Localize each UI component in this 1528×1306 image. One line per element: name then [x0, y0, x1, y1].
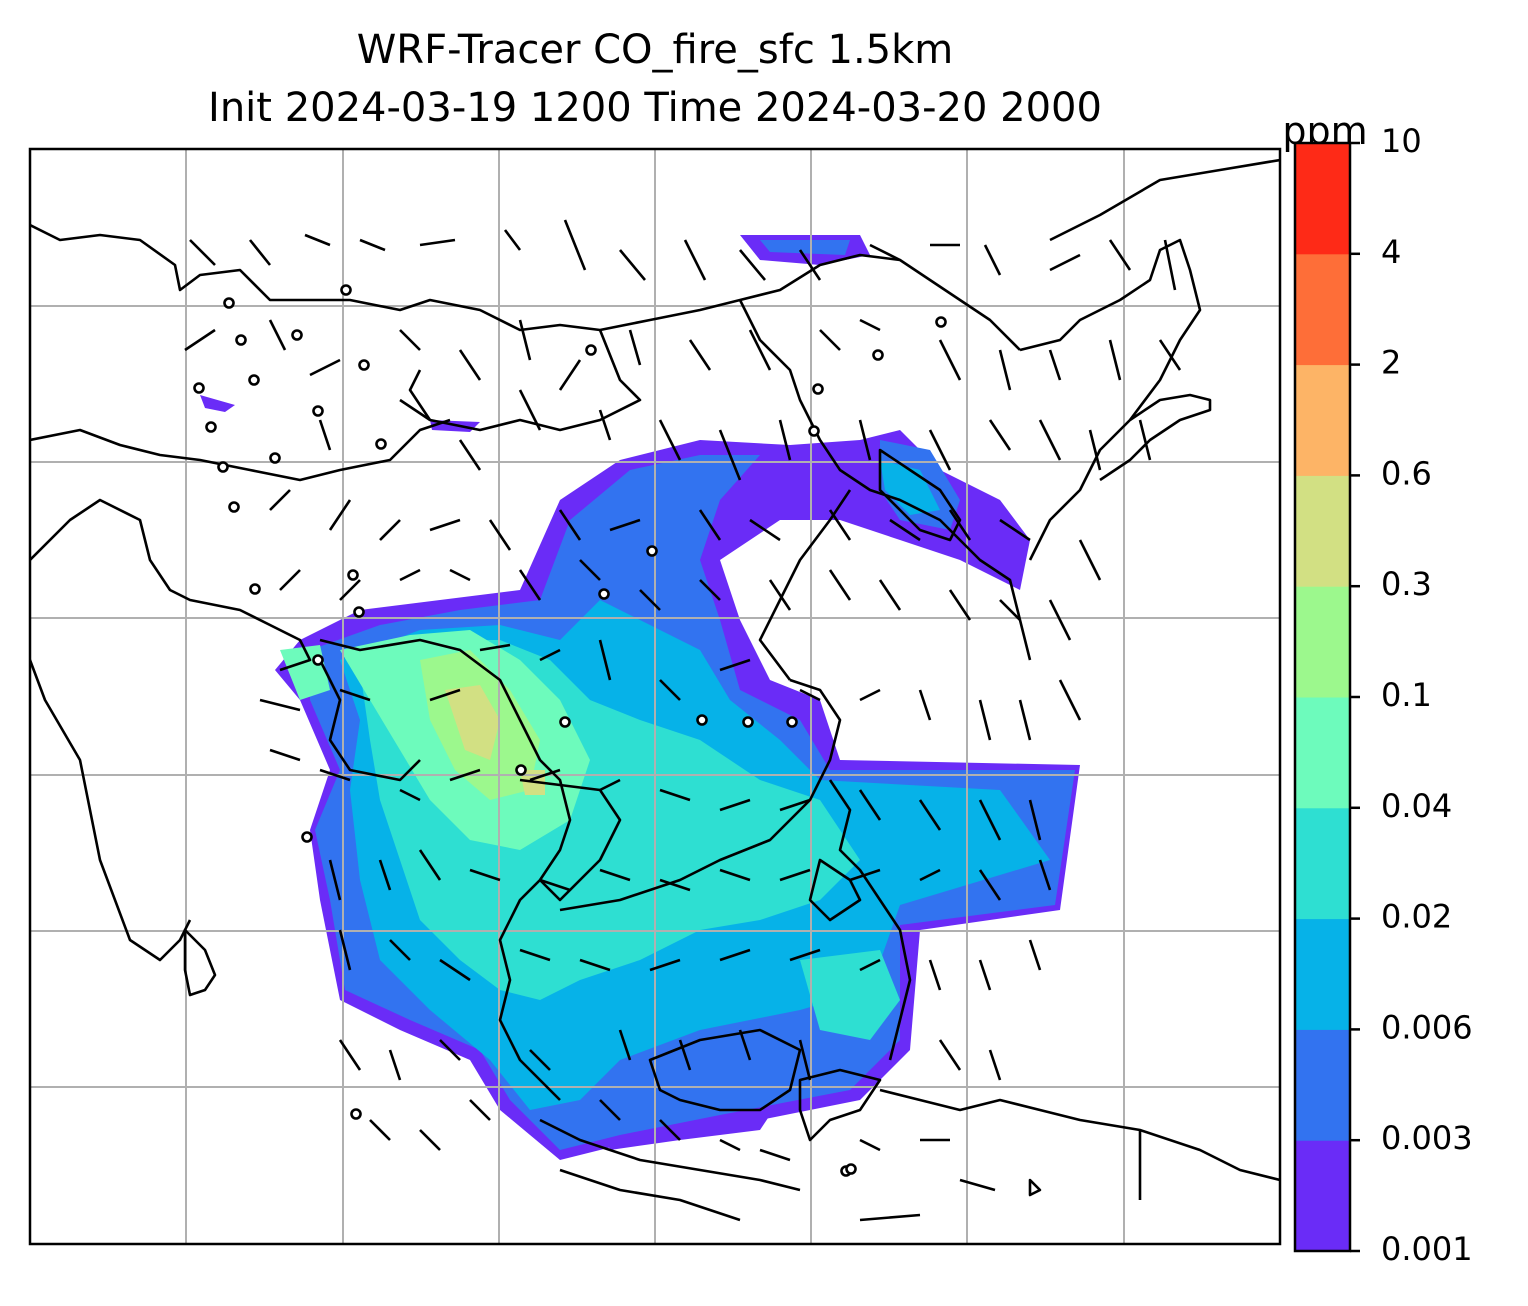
- coastlines: [30, 158, 1280, 1222]
- colorbar-ticks: 0.001 0.003 0.006 0.02 0.04 0.1 0.3 0.6 2 4 10: [1350, 122, 1473, 1268]
- colorbar-swatch: [1295, 253, 1350, 366]
- colorbar-swatch: [1295, 1140, 1350, 1252]
- chart-title-line2: Init 2024-03-19 1200 Time 2024-03-20 200…: [208, 85, 1102, 131]
- map-frame: [28, 147, 1282, 1246]
- colorbar-tick-label: 0.003: [1381, 1119, 1473, 1157]
- tracer-field: [200, 235, 1080, 1160]
- colorbar-tick-label: 4: [1381, 233, 1401, 271]
- colorbar-tick-label: 0.3: [1381, 565, 1432, 603]
- colorbar-swatch: [1295, 364, 1350, 476]
- colorbar-swatch: [1295, 586, 1350, 698]
- colorbar-tick-label: 0.6: [1381, 454, 1432, 492]
- colorbar-swatch: [1295, 1029, 1350, 1141]
- chart-title-line1: WRF-Tracer CO_fire_sfc 1.5km: [356, 27, 954, 73]
- colorbar-tick-label: 2: [1381, 344, 1401, 382]
- colorbar-swatch: [1295, 918, 1350, 1030]
- wind-barbs: [184, 219, 1182, 1192]
- colorbar-tick-label: 0.04: [1381, 787, 1452, 825]
- gridlines: [30, 149, 1280, 1244]
- colorbar-swatch: [1295, 475, 1350, 587]
- colorbar-tick-label: 0.1: [1381, 676, 1432, 714]
- colorbar-swatch: [1295, 143, 1350, 255]
- calm-wind-circles: [193, 284, 947, 1177]
- colorbar-tick-label: 0.001: [1381, 1230, 1473, 1268]
- colorbar-swatch: [1295, 697, 1350, 809]
- colorbar-tick-label: 10: [1381, 122, 1422, 160]
- colorbar-tick-label: 0.02: [1381, 898, 1452, 936]
- colorbar-frame: [1293, 141, 1352, 1253]
- colorbar-tick-label: 0.006: [1381, 1008, 1473, 1046]
- colorbar-swatches: [1295, 143, 1350, 1252]
- colorbar-swatch: [1295, 807, 1350, 920]
